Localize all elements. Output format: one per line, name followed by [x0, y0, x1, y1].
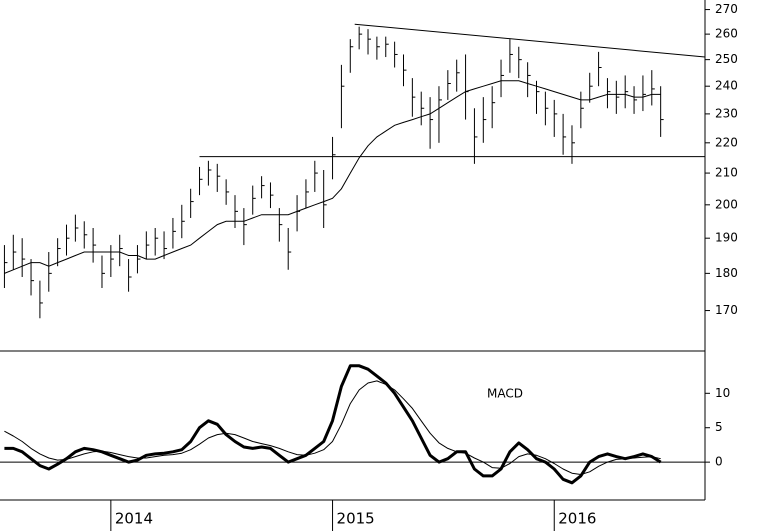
- y-tick-label: 240: [715, 79, 738, 93]
- trend-line: [354, 23, 706, 58]
- moving-average: [4, 80, 661, 274]
- y-tick-label: 5: [715, 420, 723, 434]
- y-tick-label: 260: [715, 27, 738, 41]
- y-tick-label: 170: [715, 303, 738, 317]
- x-tick-label: 2016: [558, 510, 596, 528]
- y-tick-label: 0: [715, 455, 723, 469]
- macd-label: MACD: [487, 387, 523, 401]
- y-tick-label: 180: [715, 266, 738, 280]
- y-tick-label: 190: [715, 231, 738, 245]
- macd-line: [4, 380, 661, 475]
- macd-line: [4, 364, 662, 485]
- x-tick-label: 2014: [115, 510, 153, 528]
- y-tick-label: 220: [715, 135, 738, 149]
- y-tick-label: 250: [715, 52, 738, 66]
- y-tick-label: 10: [715, 386, 730, 400]
- x-tick-label: 2015: [337, 510, 375, 528]
- y-tick-label: 270: [715, 2, 738, 16]
- y-tick-label: 210: [715, 166, 738, 180]
- y-tick-label: 200: [715, 197, 738, 211]
- y-tick-label: 230: [715, 106, 738, 120]
